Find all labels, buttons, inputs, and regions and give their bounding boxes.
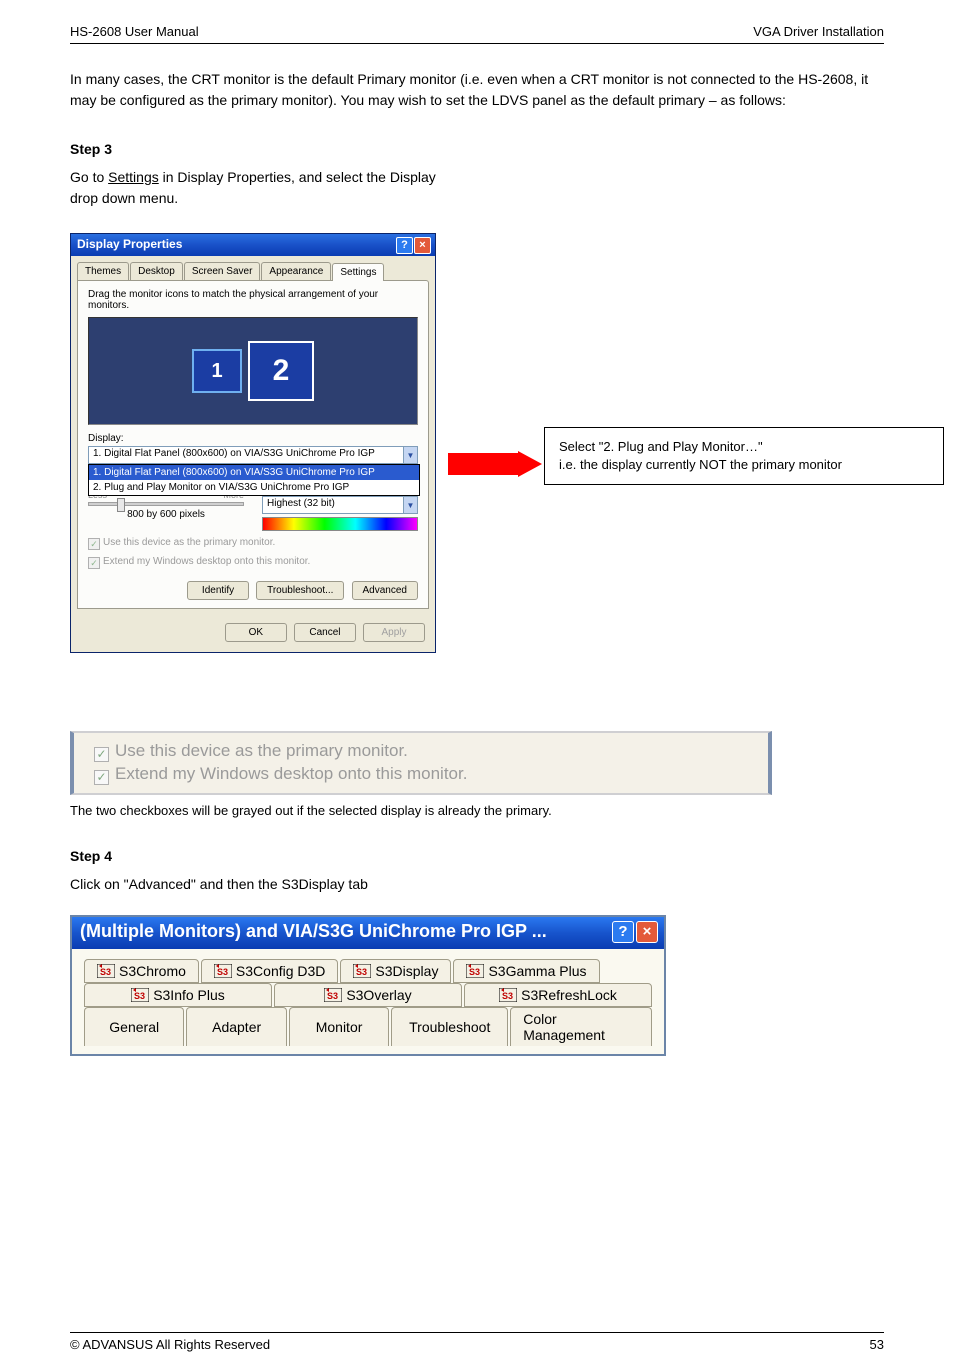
- tab-screensaver[interactable]: Screen Saver: [184, 262, 261, 280]
- intro-text: In many cases, the CRT monitor is the de…: [70, 69, 884, 111]
- apply-button[interactable]: Apply: [363, 623, 425, 642]
- advanced-tabs: S3S3Chromo S3S3Config D3D S3S3Display S3…: [72, 949, 664, 1054]
- header-right: VGA Driver Installation: [753, 24, 884, 39]
- tabs: Themes Desktop Screen Saver Appearance S…: [71, 256, 435, 280]
- header-left: HS-2608 User Manual: [70, 24, 199, 39]
- resolution-slider[interactable]: [88, 502, 244, 506]
- tab-desktop[interactable]: Desktop: [130, 262, 183, 280]
- advanced-titlebar: (Multiple Monitors) and VIA/S3G UniChrom…: [72, 917, 664, 949]
- s3-icon: S3: [466, 964, 484, 978]
- display-select[interactable]: 1. Digital Flat Panel (800x600) on VIA/S…: [88, 446, 418, 464]
- page-header: HS-2608 User Manual VGA Driver Installat…: [70, 20, 884, 44]
- svg-text:S3: S3: [100, 967, 111, 977]
- troubleshoot-button[interactable]: Troubleshoot...: [256, 581, 344, 600]
- tab-s3infoplus[interactable]: S3S3Info Plus: [84, 983, 272, 1007]
- s3-icon: S3: [353, 964, 371, 978]
- callout-box: Select "2. Plug and Play Monitor…" i.e. …: [544, 427, 944, 485]
- monitor-arrangement[interactable]: 1 2: [88, 317, 418, 425]
- s3-icon: S3: [97, 964, 115, 978]
- advanced-button[interactable]: Advanced: [352, 581, 418, 600]
- extend-checkbox: ✓Extend my Windows desktop onto this mon…: [88, 556, 418, 569]
- checkbox-note: The two checkboxes will be grayed out if…: [70, 803, 884, 818]
- svg-text:S3: S3: [217, 967, 228, 977]
- tab-s3chromo[interactable]: S3S3Chromo: [84, 959, 199, 983]
- resolution-value: 800 by 600 pixels: [88, 509, 244, 520]
- s3-icon: S3: [499, 988, 517, 1002]
- ok-button[interactable]: OK: [225, 623, 287, 642]
- tab-s3gammaplus[interactable]: S3S3Gamma Plus: [453, 959, 599, 983]
- drag-instruction: Drag the monitor icons to match the phys…: [88, 289, 418, 311]
- color-spectrum: [262, 517, 418, 531]
- monitor-1[interactable]: 1: [192, 349, 242, 393]
- color-quality-select[interactable]: Highest (32 bit) ▼: [262, 496, 418, 514]
- cancel-button[interactable]: Cancel: [294, 623, 356, 642]
- s3-icon: S3: [131, 988, 149, 1002]
- tab-monitor[interactable]: Monitor: [289, 1007, 389, 1046]
- close-icon[interactable]: ×: [414, 237, 431, 254]
- tab-adapter[interactable]: Adapter: [186, 1007, 286, 1046]
- step4-body: Click on "Advanced" and then the S3Displ…: [70, 874, 884, 895]
- tab-s3configd3d[interactable]: S3S3Config D3D: [201, 959, 339, 983]
- display-properties-figure: Display Properties ? × Themes Desktop Sc…: [70, 233, 954, 653]
- callout-line1: Select "2. Plug and Play Monitor…": [559, 438, 929, 456]
- tab-appearance[interactable]: Appearance: [261, 262, 331, 280]
- help-icon[interactable]: ?: [612, 921, 634, 943]
- svg-text:S3: S3: [356, 967, 367, 977]
- tab-colormgmt[interactable]: Color Management: [510, 1007, 652, 1046]
- step4-heading: Step 4: [70, 848, 884, 864]
- color-quality-group: Highest (32 bit) ▼: [262, 490, 418, 531]
- advanced-title: (Multiple Monitors) and VIA/S3G UniChrom…: [80, 921, 547, 949]
- svg-text:S3: S3: [327, 991, 338, 1001]
- resolution-group: Less More 800 by 600 pixels: [88, 490, 244, 531]
- display-properties-dialog: Display Properties ? × Themes Desktop Sc…: [70, 233, 436, 653]
- s3-icon: S3: [324, 988, 342, 1002]
- advanced-dialog-figure: (Multiple Monitors) and VIA/S3G UniChrom…: [70, 915, 666, 1056]
- slider-thumb[interactable]: [117, 498, 125, 512]
- help-icon[interactable]: ?: [396, 237, 413, 254]
- tab-settings[interactable]: Settings: [332, 263, 384, 281]
- tab-themes[interactable]: Themes: [77, 262, 129, 280]
- callout-line2: i.e. the display currently NOT the prima…: [559, 456, 929, 474]
- intro-p1: In many cases, the CRT monitor is the de…: [70, 69, 884, 111]
- footer-right: 53: [870, 1337, 884, 1352]
- page-footer: © ADVANSUS All Rights Reserved 53: [70, 1332, 884, 1352]
- primary-checkbox: ✓Use this device as the primary monitor.: [88, 537, 418, 550]
- tab-s3overlay[interactable]: S3S3Overlay: [274, 983, 462, 1007]
- s3-icon: S3: [214, 964, 232, 978]
- chevron-down-icon[interactable]: ▼: [403, 447, 417, 463]
- tab-general[interactable]: General: [84, 1007, 184, 1046]
- check-primary-row: ✓Use this device as the primary monitor.: [94, 741, 758, 762]
- step3-body: Go to Settings in Display Properties, an…: [70, 167, 884, 209]
- footer-left: © ADVANSUS All Rights Reserved: [70, 1337, 270, 1352]
- checkbox-figure: ✓Use this device as the primary monitor.…: [70, 731, 772, 795]
- monitor-2[interactable]: 2: [248, 341, 314, 401]
- dialog-title: Display Properties: [77, 237, 182, 256]
- step3-heading: Step 3: [70, 141, 884, 157]
- svg-text:S3: S3: [502, 991, 513, 1001]
- dialog-titlebar: Display Properties ? ×: [71, 234, 435, 256]
- display-option-1[interactable]: 1. Digital Flat Panel (800x600) on VIA/S…: [89, 465, 419, 480]
- close-icon[interactable]: ×: [636, 921, 658, 943]
- chevron-down-icon[interactable]: ▼: [403, 497, 417, 513]
- tab-troubleshoot[interactable]: Troubleshoot: [391, 1007, 508, 1046]
- check-extend-row: ✓Extend my Windows desktop onto this mon…: [94, 764, 758, 785]
- svg-text:S3: S3: [469, 967, 480, 977]
- display-dropdown[interactable]: 1. Digital Flat Panel (800x600) on VIA/S…: [88, 464, 420, 496]
- display-option-2[interactable]: 2. Plug and Play Monitor on VIA/S3G UniC…: [89, 480, 419, 495]
- display-label: Display:: [88, 433, 418, 444]
- identify-button[interactable]: Identify: [187, 581, 249, 600]
- red-arrow-icon: [448, 451, 542, 482]
- tab-s3refreshlock[interactable]: S3S3RefreshLock: [464, 983, 652, 1007]
- tab-s3display[interactable]: S3S3Display: [340, 959, 451, 983]
- settings-panel: Drag the monitor icons to match the phys…: [77, 280, 429, 609]
- svg-text:S3: S3: [134, 991, 145, 1001]
